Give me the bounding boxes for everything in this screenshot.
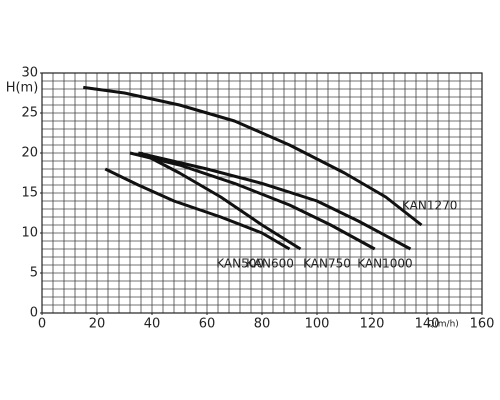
x-tick-label: 80 [254,317,271,332]
x-tick-label: 20 [89,317,106,332]
curve-label: KAN750 [303,257,351,271]
y-tick-label: 0 [30,306,38,321]
x-tick-label: 160 [470,317,495,332]
y-tick-label: 30 [21,66,38,81]
x-axis-label: Q(m/h) [427,320,459,330]
curve-label: KAN600 [246,257,294,271]
pump-curve [137,151,412,251]
x-tick-label: 60 [199,317,216,332]
pump-curve [104,167,291,251]
curve-label: KAN1270 [402,199,457,213]
y-tick-label: 10 [21,226,38,241]
curve-label: KAN500 [216,257,264,271]
pump-curve [83,85,423,227]
pump-curve [129,151,376,251]
x-tick-label: 40 [144,317,161,332]
y-tick-label: 20 [21,146,38,161]
x-tick-label: 0 [38,317,46,332]
y-axis-label: H(m) [6,81,39,96]
y-tick-label: 5 [30,266,38,281]
y-tick-label: 15 [21,186,38,201]
y-tick-label: 25 [21,106,38,121]
x-tick-label: 120 [360,317,385,332]
curve-label: KAN1000 [357,257,412,271]
pump-curve [140,151,302,251]
x-tick-label: 140 [415,317,440,332]
x-tick-label: 100 [305,317,330,332]
